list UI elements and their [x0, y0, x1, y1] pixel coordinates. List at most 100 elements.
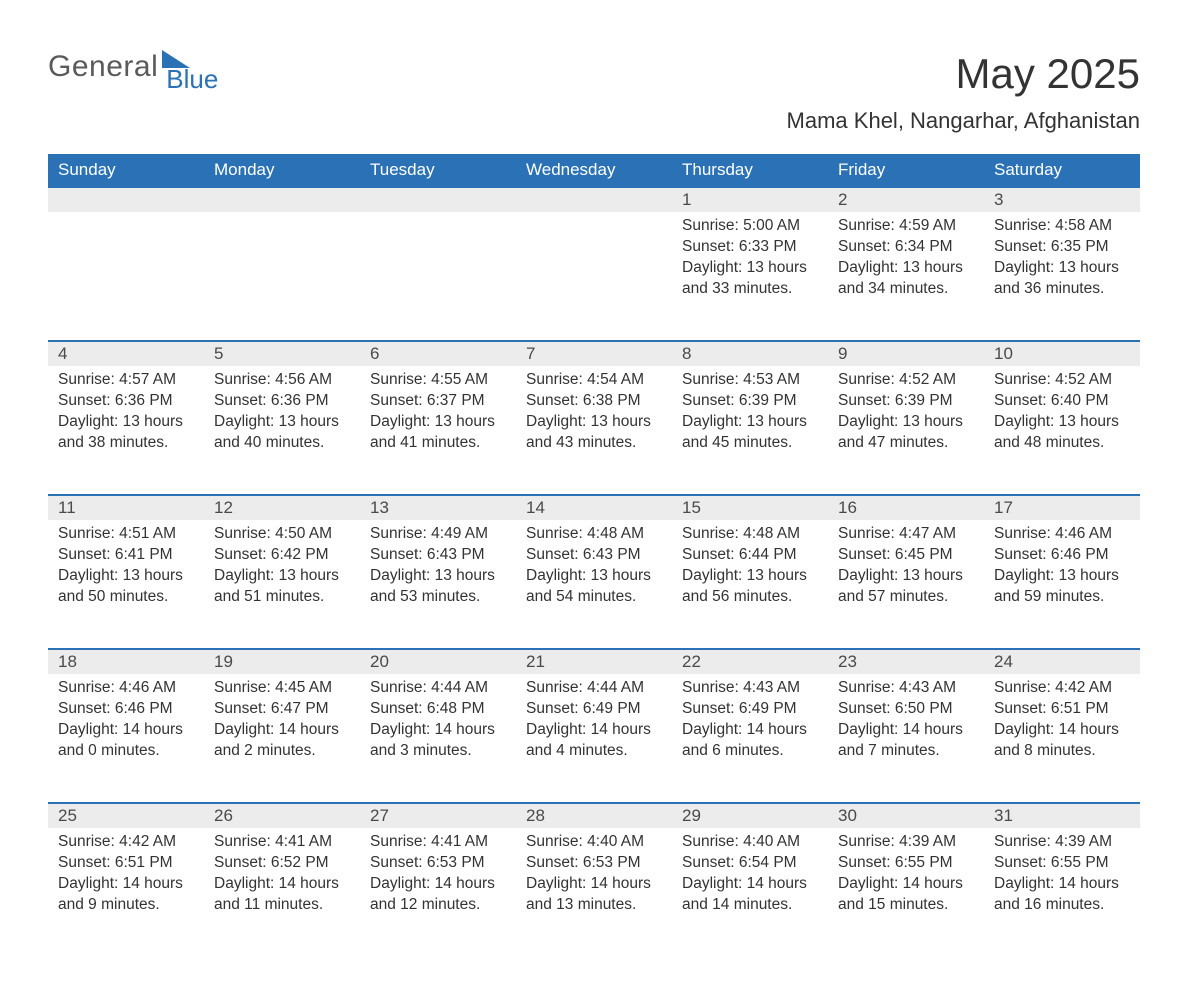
- daylight-text: Daylight: 14 hours and 6 minutes.: [682, 720, 818, 762]
- sunrise-text: Sunrise: 4:47 AM: [838, 524, 974, 545]
- sunset-text: Sunset: 6:47 PM: [214, 699, 350, 720]
- sunrise-text: Sunrise: 4:39 AM: [994, 832, 1130, 853]
- sunset-text: Sunset: 6:41 PM: [58, 545, 194, 566]
- day-number: 24: [984, 648, 1140, 674]
- daylight-text: Daylight: 13 hours and 33 minutes.: [682, 258, 818, 300]
- day-content: Sunrise: 4:49 AMSunset: 6:43 PMDaylight:…: [360, 520, 516, 626]
- daylight-text: Daylight: 14 hours and 8 minutes.: [994, 720, 1130, 762]
- daylight-text: Daylight: 13 hours and 36 minutes.: [994, 258, 1130, 300]
- sunrise-text: Sunrise: 4:56 AM: [214, 370, 350, 391]
- sunrise-text: Sunrise: 4:59 AM: [838, 216, 974, 237]
- sunrise-text: Sunrise: 4:52 AM: [994, 370, 1130, 391]
- sunset-text: Sunset: 6:54 PM: [682, 853, 818, 874]
- sunrise-text: Sunrise: 4:48 AM: [526, 524, 662, 545]
- day-number: 3: [984, 186, 1140, 212]
- daylight-text: Daylight: 14 hours and 12 minutes.: [370, 874, 506, 916]
- sunset-text: Sunset: 6:49 PM: [526, 699, 662, 720]
- day-content: Sunrise: 4:52 AMSunset: 6:40 PMDaylight:…: [984, 366, 1140, 472]
- daylight-text: Daylight: 13 hours and 45 minutes.: [682, 412, 818, 454]
- sunset-text: Sunset: 6:43 PM: [526, 545, 662, 566]
- sunset-text: Sunset: 6:39 PM: [838, 391, 974, 412]
- daylight-text: Daylight: 14 hours and 4 minutes.: [526, 720, 662, 762]
- day-content: Sunrise: 4:44 AMSunset: 6:48 PMDaylight:…: [360, 674, 516, 780]
- sunrise-text: Sunrise: 4:54 AM: [526, 370, 662, 391]
- sunset-text: Sunset: 6:43 PM: [370, 545, 506, 566]
- daylight-text: Daylight: 14 hours and 15 minutes.: [838, 874, 974, 916]
- sunset-text: Sunset: 6:34 PM: [838, 237, 974, 258]
- sunrise-text: Sunrise: 4:43 AM: [838, 678, 974, 699]
- day-number: 19: [204, 648, 360, 674]
- sunset-text: Sunset: 6:49 PM: [682, 699, 818, 720]
- day-number: 29: [672, 802, 828, 828]
- day-number: 27: [360, 802, 516, 828]
- day-number: 6: [360, 340, 516, 366]
- daylight-text: Daylight: 14 hours and 0 minutes.: [58, 720, 194, 762]
- day-number: 17: [984, 494, 1140, 520]
- day-content: Sunrise: 5:00 AMSunset: 6:33 PMDaylight:…: [672, 212, 828, 318]
- daylight-text: Daylight: 13 hours and 40 minutes.: [214, 412, 350, 454]
- sunset-text: Sunset: 6:36 PM: [58, 391, 194, 412]
- logo-text-blue: Blue: [166, 64, 218, 95]
- day-number: 9: [828, 340, 984, 366]
- day-content: [516, 212, 672, 234]
- sunset-text: Sunset: 6:44 PM: [682, 545, 818, 566]
- sunset-text: Sunset: 6:42 PM: [214, 545, 350, 566]
- logo-text-general: General: [48, 50, 158, 84]
- sunset-text: Sunset: 6:53 PM: [370, 853, 506, 874]
- sunset-text: Sunset: 6:45 PM: [838, 545, 974, 566]
- location: Mama Khel, Nangarhar, Afghanistan: [787, 108, 1140, 134]
- daylight-text: Daylight: 13 hours and 43 minutes.: [526, 412, 662, 454]
- day-content: Sunrise: 4:43 AMSunset: 6:50 PMDaylight:…: [828, 674, 984, 780]
- calendar-header: SundayMondayTuesdayWednesdayThursdayFrid…: [48, 154, 1140, 186]
- sunrise-text: Sunrise: 4:55 AM: [370, 370, 506, 391]
- day-content: Sunrise: 4:46 AMSunset: 6:46 PMDaylight:…: [984, 520, 1140, 626]
- sunrise-text: Sunrise: 4:58 AM: [994, 216, 1130, 237]
- day-content: Sunrise: 4:59 AMSunset: 6:34 PMDaylight:…: [828, 212, 984, 318]
- day-number: 23: [828, 648, 984, 674]
- month-title: May 2025: [787, 50, 1140, 98]
- weekday-header: Tuesday: [360, 154, 516, 186]
- day-number: 31: [984, 802, 1140, 828]
- day-number: 15: [672, 494, 828, 520]
- daylight-text: Daylight: 13 hours and 51 minutes.: [214, 566, 350, 608]
- sunrise-text: Sunrise: 4:44 AM: [526, 678, 662, 699]
- day-number: [360, 186, 516, 212]
- sunset-text: Sunset: 6:33 PM: [682, 237, 818, 258]
- day-number: 10: [984, 340, 1140, 366]
- day-content: [360, 212, 516, 234]
- sunset-text: Sunset: 6:53 PM: [526, 853, 662, 874]
- sunset-text: Sunset: 6:55 PM: [994, 853, 1130, 874]
- daylight-text: Daylight: 13 hours and 56 minutes.: [682, 566, 818, 608]
- sunset-text: Sunset: 6:37 PM: [370, 391, 506, 412]
- logo-blue-wrap: Blue: [160, 50, 218, 95]
- day-content: Sunrise: 4:48 AMSunset: 6:44 PMDaylight:…: [672, 520, 828, 626]
- day-number: 13: [360, 494, 516, 520]
- sunset-text: Sunset: 6:48 PM: [370, 699, 506, 720]
- sunrise-text: Sunrise: 4:46 AM: [58, 678, 194, 699]
- day-number: 26: [204, 802, 360, 828]
- sunset-text: Sunset: 6:55 PM: [838, 853, 974, 874]
- sunset-text: Sunset: 6:46 PM: [994, 545, 1130, 566]
- weekday-header: Wednesday: [516, 154, 672, 186]
- daylight-text: Daylight: 14 hours and 11 minutes.: [214, 874, 350, 916]
- sunset-text: Sunset: 6:36 PM: [214, 391, 350, 412]
- sunrise-text: Sunrise: 4:57 AM: [58, 370, 194, 391]
- sunset-text: Sunset: 6:51 PM: [994, 699, 1130, 720]
- day-content: Sunrise: 4:42 AMSunset: 6:51 PMDaylight:…: [984, 674, 1140, 780]
- daylight-text: Daylight: 14 hours and 14 minutes.: [682, 874, 818, 916]
- calendar-table: SundayMondayTuesdayWednesdayThursdayFrid…: [48, 154, 1140, 956]
- weekday-header: Friday: [828, 154, 984, 186]
- sunrise-text: Sunrise: 4:40 AM: [526, 832, 662, 853]
- daylight-text: Daylight: 14 hours and 7 minutes.: [838, 720, 974, 762]
- daylight-text: Daylight: 13 hours and 47 minutes.: [838, 412, 974, 454]
- sunset-text: Sunset: 6:50 PM: [838, 699, 974, 720]
- day-content: Sunrise: 4:47 AMSunset: 6:45 PMDaylight:…: [828, 520, 984, 626]
- day-number: 18: [48, 648, 204, 674]
- daylight-text: Daylight: 13 hours and 57 minutes.: [838, 566, 974, 608]
- day-number: 11: [48, 494, 204, 520]
- sunset-text: Sunset: 6:38 PM: [526, 391, 662, 412]
- daylight-text: Daylight: 13 hours and 53 minutes.: [370, 566, 506, 608]
- day-number: 22: [672, 648, 828, 674]
- day-content: Sunrise: 4:55 AMSunset: 6:37 PMDaylight:…: [360, 366, 516, 472]
- logo: General Blue: [48, 50, 218, 95]
